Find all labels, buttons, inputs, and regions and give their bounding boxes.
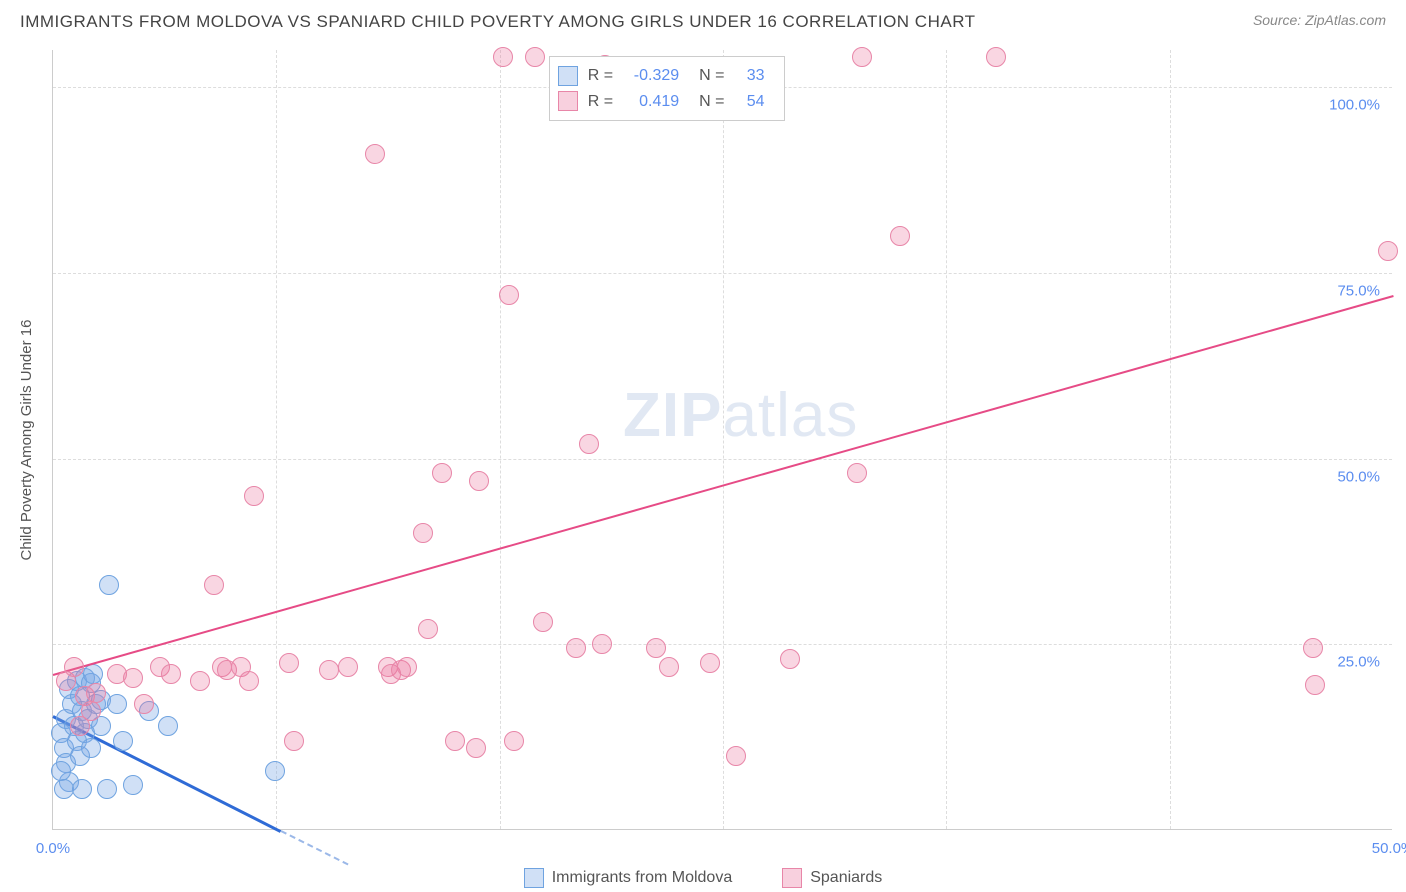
data-point	[51, 761, 71, 781]
data-point	[726, 746, 746, 766]
y-tick-label: 25.0%	[1337, 654, 1380, 671]
data-point	[107, 694, 127, 714]
data-point	[432, 463, 452, 483]
data-point	[86, 683, 106, 703]
n-label: N =	[699, 63, 724, 89]
legend-item: Immigrants from Moldova	[524, 868, 733, 888]
r-value: -0.329	[623, 63, 679, 89]
data-point	[134, 694, 154, 714]
data-point	[83, 664, 103, 684]
bottom-legend: Immigrants from Moldova Spaniards	[0, 868, 1406, 888]
gridline-vertical	[1170, 50, 1171, 829]
data-point	[533, 612, 553, 632]
data-point	[413, 523, 433, 543]
legend-item: Spaniards	[782, 868, 882, 888]
data-point	[158, 716, 178, 736]
r-value: 0.419	[623, 89, 679, 115]
data-point	[72, 779, 92, 799]
data-point	[239, 671, 259, 691]
trend-line	[280, 830, 348, 865]
data-point	[579, 434, 599, 454]
chart-title: IMMIGRANTS FROM MOLDOVA VS SPANIARD CHIL…	[20, 12, 976, 32]
data-point	[780, 649, 800, 669]
data-point	[319, 660, 339, 680]
data-point	[592, 634, 612, 654]
y-tick-label: 100.0%	[1329, 97, 1380, 114]
data-point	[161, 664, 181, 684]
data-point	[466, 738, 486, 758]
chart-container: ZIPatlas 25.0%50.0%75.0%100.0%0.0%50.0%R…	[52, 50, 1392, 830]
data-point	[499, 285, 519, 305]
data-point	[566, 638, 586, 658]
n-value: 54	[734, 89, 764, 115]
legend-label: Spaniards	[810, 869, 882, 887]
data-point	[469, 471, 489, 491]
data-point	[190, 671, 210, 691]
data-point	[123, 775, 143, 795]
data-point	[493, 47, 513, 67]
legend-swatch	[524, 868, 544, 888]
gridline-vertical	[946, 50, 947, 829]
data-point	[338, 657, 358, 677]
n-label: N =	[699, 89, 724, 115]
data-point	[646, 638, 666, 658]
data-point	[852, 47, 872, 67]
plot-area: ZIPatlas 25.0%50.0%75.0%100.0%0.0%50.0%R…	[52, 50, 1392, 830]
data-point	[279, 653, 299, 673]
n-value: 33	[734, 63, 764, 89]
stats-row: R = -0.329 N = 33	[558, 63, 765, 89]
stats-box: R = -0.329 N = 33 R = 0.419 N = 54	[549, 56, 786, 121]
data-point	[397, 657, 417, 677]
y-tick-label: 50.0%	[1337, 468, 1380, 485]
x-tick-label: 0.0%	[36, 840, 70, 857]
data-point	[986, 47, 1006, 67]
r-label: R =	[588, 89, 613, 115]
data-point	[244, 486, 264, 506]
legend-label: Immigrants from Moldova	[552, 869, 733, 887]
data-point	[445, 731, 465, 751]
data-point	[64, 657, 84, 677]
data-point	[1305, 675, 1325, 695]
data-point	[70, 716, 90, 736]
y-tick-label: 75.0%	[1337, 282, 1380, 299]
data-point	[847, 463, 867, 483]
data-point	[700, 653, 720, 673]
data-point	[890, 226, 910, 246]
legend-swatch	[782, 868, 802, 888]
data-point	[54, 779, 74, 799]
source-attribution: Source: ZipAtlas.com	[1253, 12, 1386, 28]
data-point	[504, 731, 524, 751]
data-point	[99, 575, 119, 595]
stats-row: R = 0.419 N = 54	[558, 89, 765, 115]
data-point	[265, 761, 285, 781]
data-point	[418, 619, 438, 639]
data-point	[284, 731, 304, 751]
x-tick-label: 50.0%	[1372, 840, 1406, 857]
gridline-vertical	[723, 50, 724, 829]
legend-swatch	[558, 91, 578, 111]
data-point	[525, 47, 545, 67]
data-point	[113, 731, 133, 751]
y-axis-label: Child Poverty Among Girls Under 16	[18, 320, 35, 561]
data-point	[365, 144, 385, 164]
data-point	[659, 657, 679, 677]
legend-swatch	[558, 66, 578, 86]
data-point	[1378, 241, 1398, 261]
data-point	[97, 779, 117, 799]
gridline-vertical	[500, 50, 501, 829]
data-point	[204, 575, 224, 595]
gridline-vertical	[276, 50, 277, 829]
r-label: R =	[588, 63, 613, 89]
watermark: ZIPatlas	[623, 380, 858, 451]
data-point	[1303, 638, 1323, 658]
data-point	[81, 738, 101, 758]
data-point	[123, 668, 143, 688]
